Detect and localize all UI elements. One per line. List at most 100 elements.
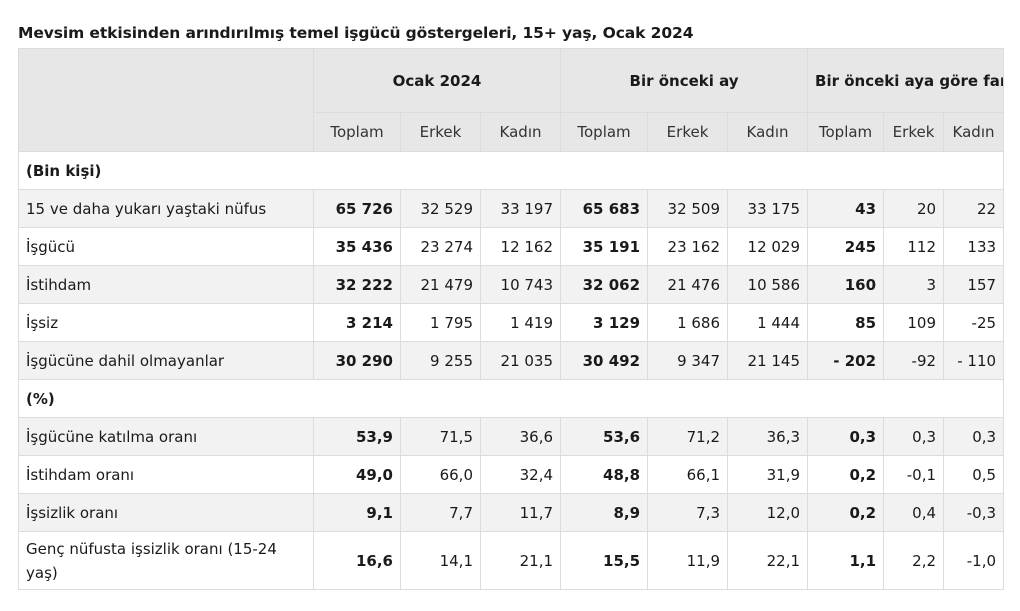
table-cell: 22: [943, 189, 1005, 228]
table-cell: 36,3: [727, 417, 809, 456]
table-cell: 21 145: [727, 341, 809, 380]
row-label: İşgücüne katılma oranı: [18, 417, 314, 456]
table-cell: 85: [807, 303, 885, 342]
table-cell: 14,1: [400, 531, 481, 590]
subheader: Erkek: [883, 112, 945, 152]
labour-indicators-table: Ocak 2024 Bir önceki ay Bir önceki aya g…: [17, 48, 1005, 590]
table-cell: 10 743: [479, 265, 562, 304]
group-header-difference: Bir önceki aya göre fark: [807, 48, 1005, 113]
table-cell: 3 214: [313, 303, 401, 342]
table-cell: 12 162: [479, 227, 562, 266]
subheader: Toplam: [313, 112, 401, 152]
row-label: İstihdam oranı: [18, 455, 314, 494]
table-cell: 160: [807, 265, 885, 304]
table-row: İşgücü 35 436 23 274 12 162 35 191 23 162 12 0…: [18, 227, 1005, 266]
table-row: İşsizlik oranı 9,1 7,7 11,7 8,9 7,3 12,0 0,2 0,4…: [18, 493, 1005, 532]
table-cell: -25: [943, 303, 1005, 342]
table-cell: 0,3: [943, 417, 1005, 456]
table-cell: 35 436: [313, 227, 401, 266]
section-row: (%): [17, 379, 1005, 418]
table-cell: 15,5: [560, 531, 649, 590]
table-cell: 32 222: [313, 265, 401, 304]
table-cell: 21 476: [647, 265, 729, 304]
table-cell: 30 492: [560, 341, 649, 380]
group-header-current: Ocak 2024: [312, 48, 562, 113]
table-cell: 22,1: [727, 531, 809, 590]
table-cell: 7,7: [400, 493, 481, 532]
table-cell: -1,0: [943, 531, 1005, 590]
table-cell: 9 347: [647, 341, 729, 380]
subheader: Kadın: [479, 112, 562, 152]
table-cell: 9,1: [313, 493, 401, 532]
section-title: (%): [17, 379, 1005, 418]
table-cell: 32 509: [647, 189, 729, 228]
row-label: İşgücüne dahil olmayanlar: [18, 341, 314, 380]
table-cell: 1 795: [400, 303, 481, 342]
table-row: Genç nüfusta işsizlik oranı (15-24 yaş) 1…: [18, 531, 1005, 590]
row-label: İşgücü: [18, 227, 314, 266]
table-cell: 0,4: [883, 493, 945, 532]
table-cell: 53,6: [560, 417, 649, 456]
table-cell: 0,2: [807, 493, 885, 532]
table-cell: 66,0: [400, 455, 481, 494]
table-cell: 7,3: [647, 493, 729, 532]
table-row: İşsiz 3 214 1 795 1 419 3 129 1 686 1 444 85 109…: [18, 303, 1005, 342]
table-title: Mevsim etkisinden arındırılmış temel işg…: [18, 24, 694, 42]
table-cell: 30 290: [313, 341, 401, 380]
table-cell: 3: [883, 265, 945, 304]
row-label: 15 ve daha yukarı yaştaki nüfus: [18, 189, 314, 228]
table-cell: 33 197: [479, 189, 562, 228]
table-cell: - 202: [807, 341, 885, 380]
table-cell: 66,1: [647, 455, 729, 494]
corner-header: [18, 48, 314, 152]
table-body: (Bin kişi) 15 ve daha yukarı yaştaki nüfu…: [17, 151, 1005, 590]
row-label: Genç nüfusta işsizlik oranı (15-24 yaş): [18, 531, 314, 590]
table-cell: 1,1: [807, 531, 885, 590]
table-cell: 8,9: [560, 493, 649, 532]
table-cell: - 110: [943, 341, 1005, 380]
table-row: İşgücüne dahil olmayanlar 30 290 9 255 21 0…: [18, 341, 1005, 380]
subheader: Erkek: [647, 112, 729, 152]
table-cell: 109: [883, 303, 945, 342]
table-cell: 23 162: [647, 227, 729, 266]
table-cell: 11,7: [479, 493, 562, 532]
table-cell: 16,6: [313, 531, 401, 590]
table-cell: 33 175: [727, 189, 809, 228]
table-cell: 32,4: [479, 455, 562, 494]
table-row: İşgücüne katılma oranı 53,9 71,5 36,6 53,6 71…: [18, 417, 1005, 456]
table-cell: 10 586: [727, 265, 809, 304]
row-label: İstihdam: [18, 265, 314, 304]
table-cell: 0,5: [943, 455, 1005, 494]
table-cell: 11,9: [647, 531, 729, 590]
table-cell: 32 062: [560, 265, 649, 304]
table-cell: 31,9: [727, 455, 809, 494]
table-cell: 71,2: [647, 417, 729, 456]
table-cell: 32 529: [400, 189, 481, 228]
table-cell: 43: [807, 189, 885, 228]
table-cell: 157: [943, 265, 1005, 304]
table-cell: -0,1: [883, 455, 945, 494]
subheader: Erkek: [400, 112, 481, 152]
table-cell: 12,0: [727, 493, 809, 532]
table-cell: 2,2: [883, 531, 945, 590]
table-cell: 1 419: [479, 303, 562, 342]
table-cell: 0,3: [883, 417, 945, 456]
subheader: Toplam: [560, 112, 649, 152]
table-row: 15 ve daha yukarı yaştaki nüfus 65 726 32 …: [18, 189, 1005, 228]
row-label: İşsizlik oranı: [18, 493, 314, 532]
subheader: Kadın: [727, 112, 809, 152]
table-cell: 9 255: [400, 341, 481, 380]
table-cell: 3 129: [560, 303, 649, 342]
table-cell: 112: [883, 227, 945, 266]
table-cell: 49,0: [313, 455, 401, 494]
subheader-row: Toplam Erkek Kadın Toplam Erkek Kadın To…: [19, 112, 1005, 152]
table-cell: 35 191: [560, 227, 649, 266]
table-cell: 23 274: [400, 227, 481, 266]
table-cell: 21 035: [479, 341, 562, 380]
section-title: (Bin kişi): [17, 151, 1005, 190]
table-cell: 71,5: [400, 417, 481, 456]
table-cell: -92: [883, 341, 945, 380]
section-row: (Bin kişi): [17, 151, 1005, 190]
table-row: İstihdam oranı 49,0 66,0 32,4 48,8 66,1 31,9 0,…: [18, 455, 1005, 494]
group-header-previous: Bir önceki ay: [560, 48, 809, 113]
